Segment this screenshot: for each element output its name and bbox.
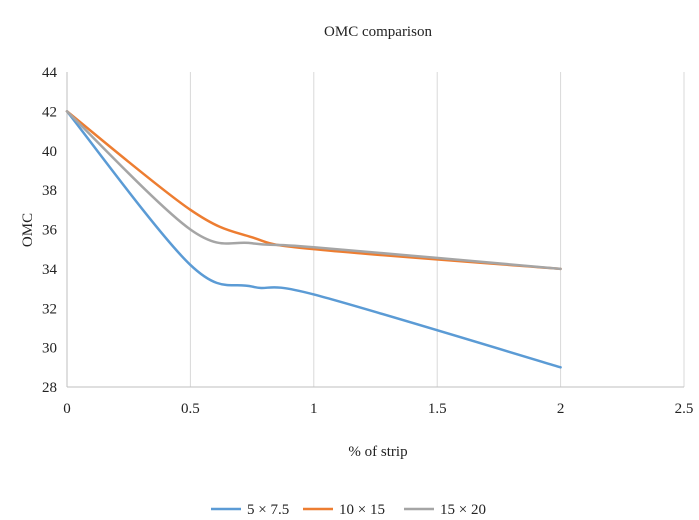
x-tick-labels: 0 0.5 1 1.5 2 2.5 (63, 401, 693, 417)
series-line-2 (65, 110, 562, 271)
legend: 5 × 7.5 10 × 15 15 × 20 (211, 502, 486, 518)
y-tick-label: 34 (42, 262, 58, 278)
x-tick-label: 0.5 (181, 401, 200, 417)
x-axis-title: % of strip (348, 444, 407, 460)
x-tick-label: 1.5 (428, 401, 447, 417)
chart-title: OMC comparison (324, 24, 432, 40)
x-tick-label: 2.5 (675, 401, 694, 417)
series-line-1 (65, 110, 562, 369)
y-tick-labels: 28 30 32 34 36 38 40 42 44 (42, 65, 58, 396)
y-tick-label: 30 (42, 341, 57, 357)
y-tick-label: 28 (42, 380, 57, 396)
x-tick-label: 0 (63, 401, 71, 417)
x-tick-label: 2 (557, 401, 565, 417)
series-line-3 (65, 110, 562, 271)
series-lines (65, 110, 562, 369)
y-tick-label: 38 (42, 183, 57, 199)
y-tick-label: 36 (42, 223, 58, 239)
axes (66, 72, 684, 388)
legend-label-1: 5 × 7.5 (247, 502, 289, 518)
y-tick-label: 42 (42, 104, 57, 120)
legend-label-2: 10 × 15 (339, 502, 385, 518)
y-tick-label: 32 (42, 301, 57, 317)
y-tick-label: 40 (42, 144, 57, 160)
y-tick-label: 44 (42, 65, 58, 81)
y-axis-title: OMC (20, 213, 36, 247)
legend-label-3: 15 × 20 (440, 502, 486, 518)
vertical-gridlines (189, 72, 685, 387)
x-tick-label: 1 (310, 401, 318, 417)
